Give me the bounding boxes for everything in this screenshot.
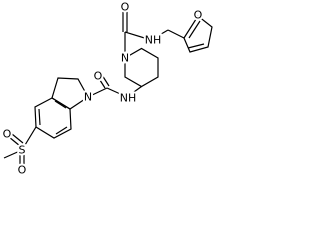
atom-label: NH [120, 92, 137, 105]
atom-label: O [3, 128, 12, 141]
atom-label: O [18, 164, 27, 177]
molecule-diagram: O NH O N O N NH O S O [1, 0, 213, 179]
atom-labels: O NH O N O N NH O S O [1, 0, 205, 179]
atom-label: NH [145, 34, 162, 47]
bonds [3, 8, 213, 166]
atom-label: O [94, 70, 103, 83]
atom-label: O [121, 1, 130, 14]
atom-label: O [194, 9, 203, 22]
atom-label: N [121, 52, 129, 65]
atom-label: S [19, 144, 26, 157]
atom-label: N [84, 91, 92, 104]
